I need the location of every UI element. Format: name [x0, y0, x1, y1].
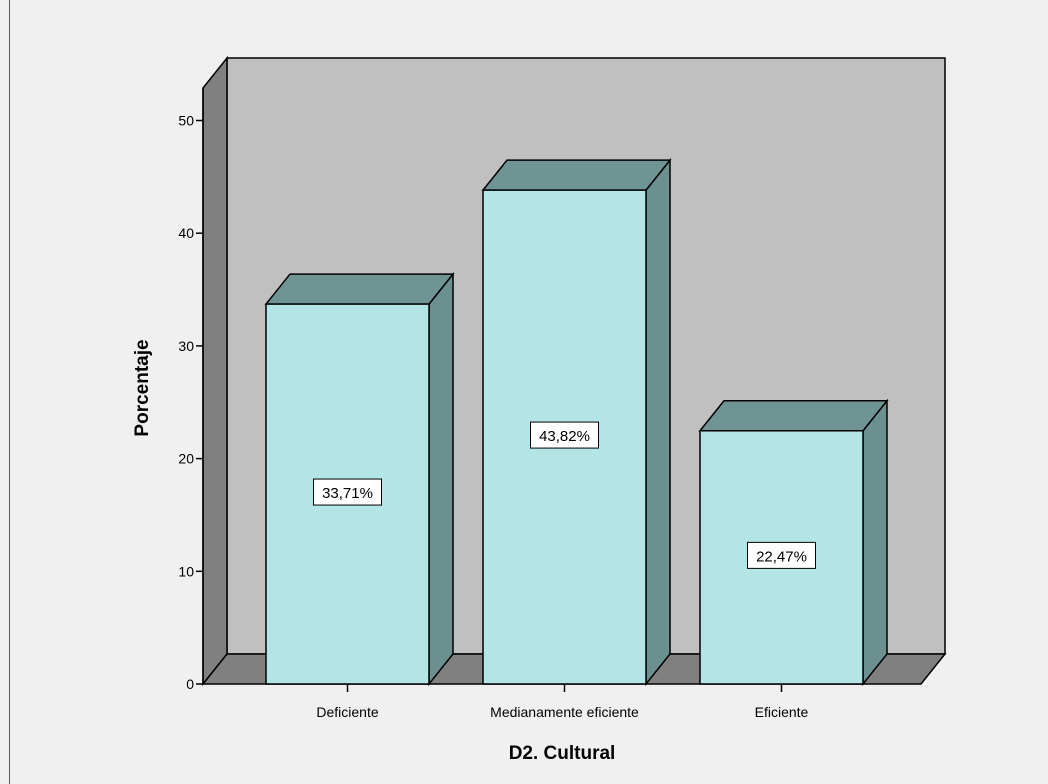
bar-side [428, 271, 454, 687]
bar-top [264, 273, 455, 305]
data-label: 43,82% [530, 421, 599, 449]
bar-top [481, 159, 672, 191]
y-tick-label: 0 [186, 676, 194, 692]
data-label: 22,47% [747, 541, 816, 569]
bar-top [698, 400, 889, 432]
y-tick-label: 50 [178, 113, 194, 129]
y-tick-label: 20 [178, 451, 194, 467]
data-label: 33,71% [313, 478, 382, 506]
bar-1 [264, 271, 455, 687]
data-label-box [313, 478, 382, 506]
data-label-box [747, 541, 816, 569]
data-label-text: 33,71% [322, 485, 373, 502]
data-label-text: 43,82% [539, 428, 590, 445]
left-border-line [9, 0, 10, 784]
x-tick-label: Deficiente [316, 704, 378, 720]
x-axis-title: D2. Cultural [509, 743, 616, 764]
y-axis: 0 10 20 30 40 50 [178, 88, 204, 692]
data-label-text: 22,47% [756, 548, 807, 565]
bar-side [862, 398, 888, 687]
data-label-box [530, 421, 599, 449]
y-tick-label: 10 [178, 563, 194, 579]
y-tick-label: 30 [178, 338, 194, 354]
x-axis: Deficiente Medianamente eficiente Eficient… [316, 684, 809, 720]
x-tick-label: Eficiente [755, 704, 809, 720]
data-labels-group: 33,71% 43,82% 22,47% [313, 421, 816, 569]
x-tick-label: Medianamente eficiente [490, 704, 639, 720]
side-wall [202, 55, 228, 687]
y-tick-label: 40 [178, 225, 194, 241]
y-axis-title: Porcentaje [132, 339, 153, 436]
bar-side [645, 158, 671, 687]
